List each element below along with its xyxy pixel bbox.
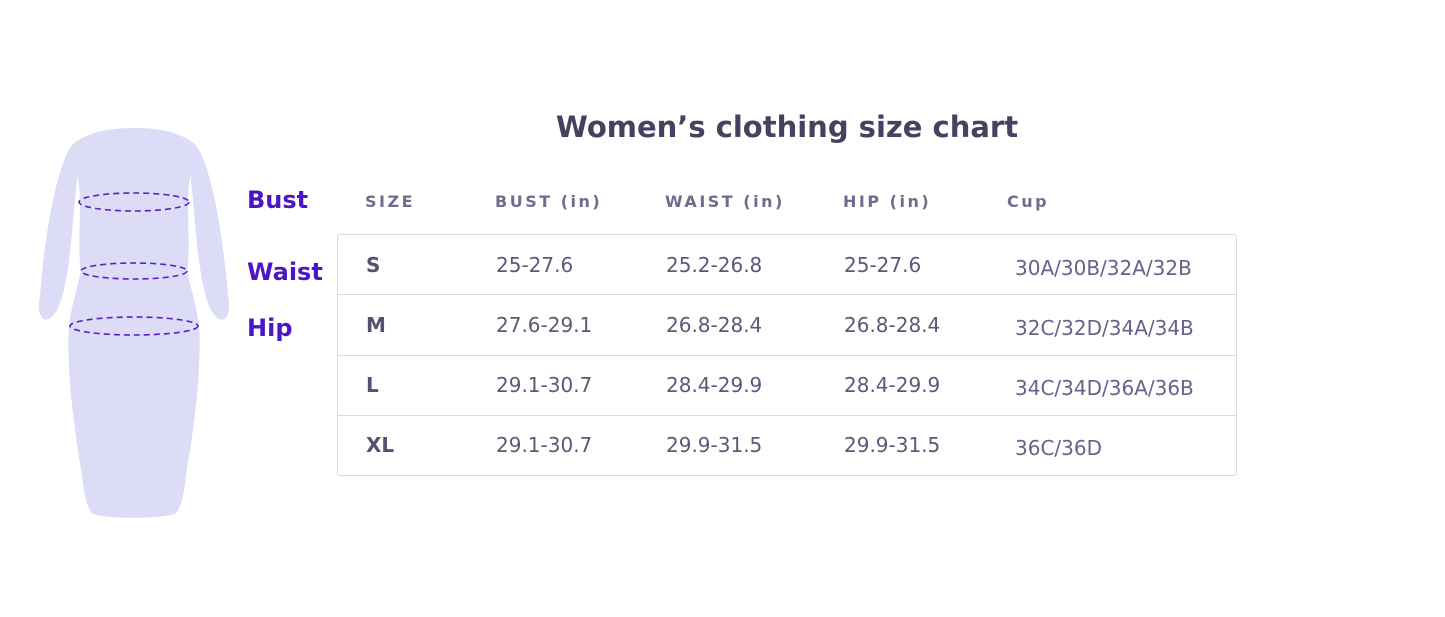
column-header-cup: Cup — [1007, 191, 1050, 211]
bust-cell: 29.1-30.7 — [496, 373, 593, 398]
column-header-size: SIZE — [365, 191, 416, 211]
waist-measure-ellipse — [80, 262, 188, 280]
bust-measure-ellipse — [78, 192, 190, 212]
size-cell: XL — [366, 433, 395, 458]
bust-cell: 27.6-29.1 — [496, 312, 593, 337]
waist-cell: 25.2-26.8 — [666, 252, 763, 277]
hip-label: Hip — [247, 314, 293, 342]
table-row-l: L 29.1-30.7 28.4-29.9 28.4-29.9 34C/34D/… — [338, 354, 1236, 415]
cup-cell: 34C/34D/36A/36B — [1015, 376, 1194, 401]
size-cell: M — [366, 312, 386, 337]
hip-cell: 26.8-28.4 — [844, 312, 941, 337]
cup-cell: 32C/32D/34A/34B — [1015, 315, 1194, 340]
bust-label: Bust — [247, 186, 309, 214]
bust-cell: 25-27.6 — [496, 252, 574, 277]
size-cell: L — [366, 373, 379, 398]
waist-cell: 26.8-28.4 — [666, 312, 763, 337]
cup-cell: 30A/30B/32A/32B — [1015, 255, 1192, 280]
table-row-s: S 25-27.6 25.2-26.8 25-27.6 30A/30B/32A/… — [338, 235, 1236, 294]
column-header-hip: HIP (in) — [843, 191, 932, 211]
dress-illustration — [39, 128, 229, 518]
size-cell: S — [366, 252, 381, 277]
size-table: S 25-27.6 25.2-26.8 25-27.6 30A/30B/32A/… — [337, 234, 1237, 476]
table-row-xl: XL 29.1-30.7 29.9-31.5 29.9-31.5 36C/36D — [338, 414, 1236, 475]
hip-cell: 28.4-29.9 — [844, 373, 941, 398]
dress-left-sleeve — [39, 145, 80, 320]
column-header-bust: BUST (in) — [495, 191, 603, 211]
hip-measure-ellipse — [69, 316, 199, 336]
bust-cell: 29.1-30.7 — [496, 433, 593, 458]
hip-cell: 25-27.6 — [844, 252, 922, 277]
dress-right-sleeve — [188, 145, 229, 320]
hip-cell: 29.9-31.5 — [844, 433, 941, 458]
table-row-m: M 27.6-29.1 26.8-28.4 26.8-28.4 32C/32D/… — [338, 294, 1236, 354]
cup-cell: 36C/36D — [1015, 436, 1103, 461]
waist-cell: 28.4-29.9 — [666, 373, 763, 398]
waist-cell: 29.9-31.5 — [666, 433, 763, 458]
waist-label: Waist — [247, 258, 323, 286]
page-title: Women’s clothing size chart — [555, 110, 1019, 144]
dress-body — [68, 128, 200, 518]
column-header-waist: WAIST (in) — [665, 191, 785, 211]
table-header-row: SIZE BUST (in) WAIST (in) HIP (in) Cup — [337, 186, 1237, 216]
